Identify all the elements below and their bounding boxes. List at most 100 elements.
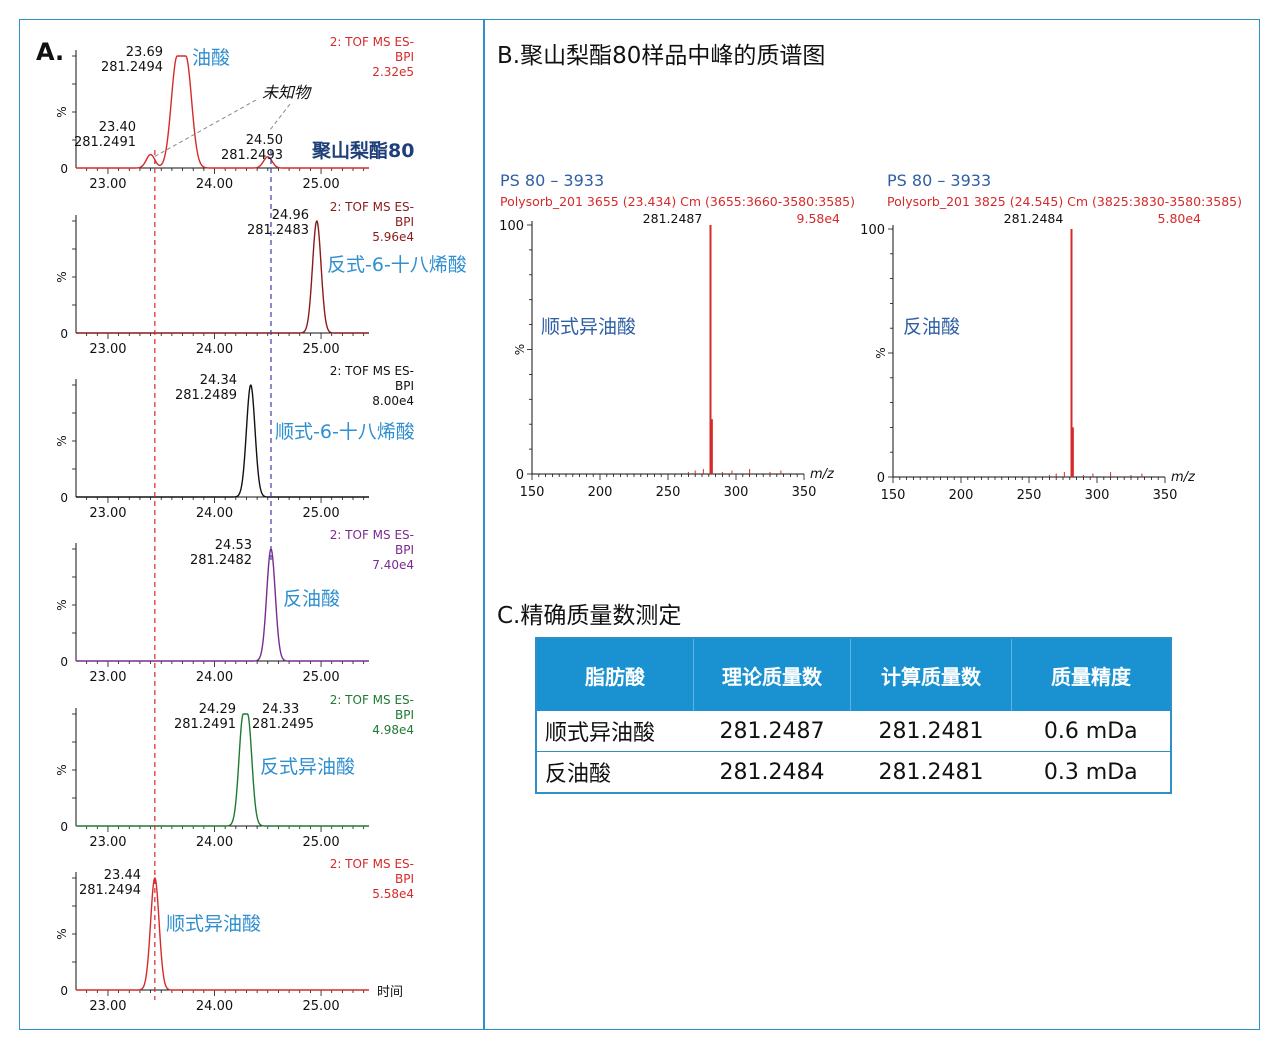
table-row: 反油酸 281.2484 281.2481 0.3 mDa xyxy=(536,752,1171,794)
trace-header: BPI xyxy=(395,379,414,393)
column-header: 理论质量数 xyxy=(693,638,851,711)
x-tick-label: 25.00 xyxy=(302,835,339,850)
x-tick-label: 350 xyxy=(792,485,817,500)
y-axis-label: % xyxy=(55,764,69,775)
x-tick-label: 24.00 xyxy=(196,342,233,357)
unknown-arrow xyxy=(269,103,291,131)
peak-rt-label: 24.50 xyxy=(246,133,283,148)
y-tick-label: 100 xyxy=(499,219,524,234)
panel-b-title: B.聚山梨酯80样品中峰的质谱图 xyxy=(497,43,826,69)
y-axis-label: % xyxy=(55,928,69,939)
trace-header: 8.00e4 xyxy=(372,394,414,408)
trace-header: 2: TOF MS ES- xyxy=(330,200,414,214)
x-tick-label: 150 xyxy=(520,485,545,500)
spectrum-id: PS 80 – 3933 xyxy=(887,171,991,190)
table-cell: 0.3 mDa xyxy=(1043,759,1138,785)
base-peak-label: 281.2487 xyxy=(643,211,703,226)
trace-header: BPI xyxy=(395,50,414,64)
peak-rt-label: 24.34 xyxy=(200,373,237,388)
y-axis-label: % xyxy=(874,347,888,358)
compound-label: 反式-6-十八烯酸 xyxy=(327,254,467,276)
trace-line xyxy=(76,384,369,498)
unknown-label: 未知物 xyxy=(262,83,312,102)
peak-mass-label: 281.2491 xyxy=(174,717,236,732)
x-tick-label: 23.00 xyxy=(89,506,126,521)
peak-rt-label: 24.33 xyxy=(262,702,299,717)
column-header: 质量精度 xyxy=(1011,638,1171,711)
compound-label: 反式异油酸 xyxy=(260,756,355,778)
x-tick-label: 25.00 xyxy=(302,177,339,192)
x-axis-label: m/z xyxy=(810,467,835,482)
peak-mass-label: 281.2494 xyxy=(101,60,163,75)
table-cell: 281.2481 xyxy=(878,759,984,785)
x-tick-label: 25.00 xyxy=(302,342,339,357)
y-tick-label: 0 xyxy=(60,327,68,341)
compound-label: 反油酸 xyxy=(283,588,340,610)
y-axis-label: % xyxy=(55,106,69,117)
x-tick-label: 350 xyxy=(1153,488,1178,503)
spectrum-scan-info: Polysorb_201 3825 (24.545) Cm (3825:3830… xyxy=(887,194,1242,209)
y-tick-label: 0 xyxy=(60,655,68,669)
peak-mass-label: 281.2493 xyxy=(221,148,283,163)
x-tick-label: 23.00 xyxy=(89,999,126,1014)
peak-rt-label: 23.44 xyxy=(104,868,141,883)
trace-header: 2: TOF MS ES- xyxy=(330,364,414,378)
x-tick-label: 250 xyxy=(1017,488,1042,503)
trace-header: 2: TOF MS ES- xyxy=(330,528,414,542)
unknown-arrow xyxy=(151,99,257,159)
spectrum-intensity: 9.58e4 xyxy=(797,211,841,226)
y-tick-label: 0 xyxy=(516,468,524,483)
table-cell: 281.2481 xyxy=(850,711,1012,752)
panel-divider xyxy=(483,19,485,1030)
x-tick-label: 25.00 xyxy=(302,999,339,1014)
accurate-mass-table: 脂肪酸 理论质量数 计算质量数 质量精度 顺式异油酸 281.2487 281.… xyxy=(535,637,1172,794)
peak-rt-label: 23.40 xyxy=(99,120,136,135)
column-header: 脂肪酸 xyxy=(536,638,694,711)
x-tick-label: 23.00 xyxy=(89,342,126,357)
x-tick-label: 24.00 xyxy=(196,999,233,1014)
panel-a-label: A. xyxy=(36,38,64,66)
x-tick-label: 200 xyxy=(949,488,974,503)
trace-line xyxy=(76,547,369,662)
table-header-row: 脂肪酸 理论质量数 计算质量数 质量精度 xyxy=(536,638,1171,711)
spectrum-id: PS 80 – 3933 xyxy=(500,171,604,190)
x-tick-label: 300 xyxy=(1085,488,1110,503)
x-tick-label: 23.00 xyxy=(89,670,126,685)
spectrum-compound-label: 反油酸 xyxy=(903,316,960,338)
trace-header: 5.96e4 xyxy=(372,230,414,244)
x-tick-label: 24.00 xyxy=(196,506,233,521)
y-axis-label: % xyxy=(55,599,69,610)
x-tick-label: 200 xyxy=(588,485,613,500)
spectrum-intensity: 5.80e4 xyxy=(1158,211,1202,226)
base-peak-label: 281.2484 xyxy=(1004,211,1064,226)
peak-mass-label: 281.2491 xyxy=(74,135,136,150)
peak-mass-label: 281.2495 xyxy=(252,717,314,732)
y-axis-label: % xyxy=(55,271,69,282)
x-tick-label: 24.00 xyxy=(196,835,233,850)
peak-rt-label: 23.69 xyxy=(126,45,163,60)
y-axis-label: % xyxy=(513,344,527,355)
peak-rt-label: 24.29 xyxy=(199,702,236,717)
x-tick-label: 25.00 xyxy=(302,506,339,521)
ps80-label: 聚山梨酯80 xyxy=(311,139,414,162)
trace-header: 2: TOF MS ES- xyxy=(330,35,414,49)
trace-header: BPI xyxy=(395,215,414,229)
column-header: 计算质量数 xyxy=(850,638,1012,711)
x-tick-label: 300 xyxy=(724,485,749,500)
x-tick-label: 150 xyxy=(881,488,906,503)
x-tick-label: 250 xyxy=(656,485,681,500)
table-cell: 反油酸 xyxy=(545,762,612,787)
peak-mass-label: 281.2483 xyxy=(247,223,309,238)
y-tick-label: 0 xyxy=(877,471,885,486)
spectrum-compound-label: 顺式异油酸 xyxy=(541,316,636,338)
mass-spectra-panel: PS 80 – 3933 Polysorb_201 3655 (23.434) C… xyxy=(499,171,1242,503)
trace-line xyxy=(76,877,369,991)
mass-spectrum-1: PS 80 – 3933 Polysorb_201 3655 (23.434) C… xyxy=(499,171,855,500)
panel-c-title: C.精确质量数测定 xyxy=(497,603,682,629)
x-tick-label: 24.00 xyxy=(196,177,233,192)
peak-mass-label: 281.2482 xyxy=(190,553,252,568)
table-cell: 0.6 mDa xyxy=(1011,711,1171,752)
trace-header: 2: TOF MS ES- xyxy=(330,693,414,707)
